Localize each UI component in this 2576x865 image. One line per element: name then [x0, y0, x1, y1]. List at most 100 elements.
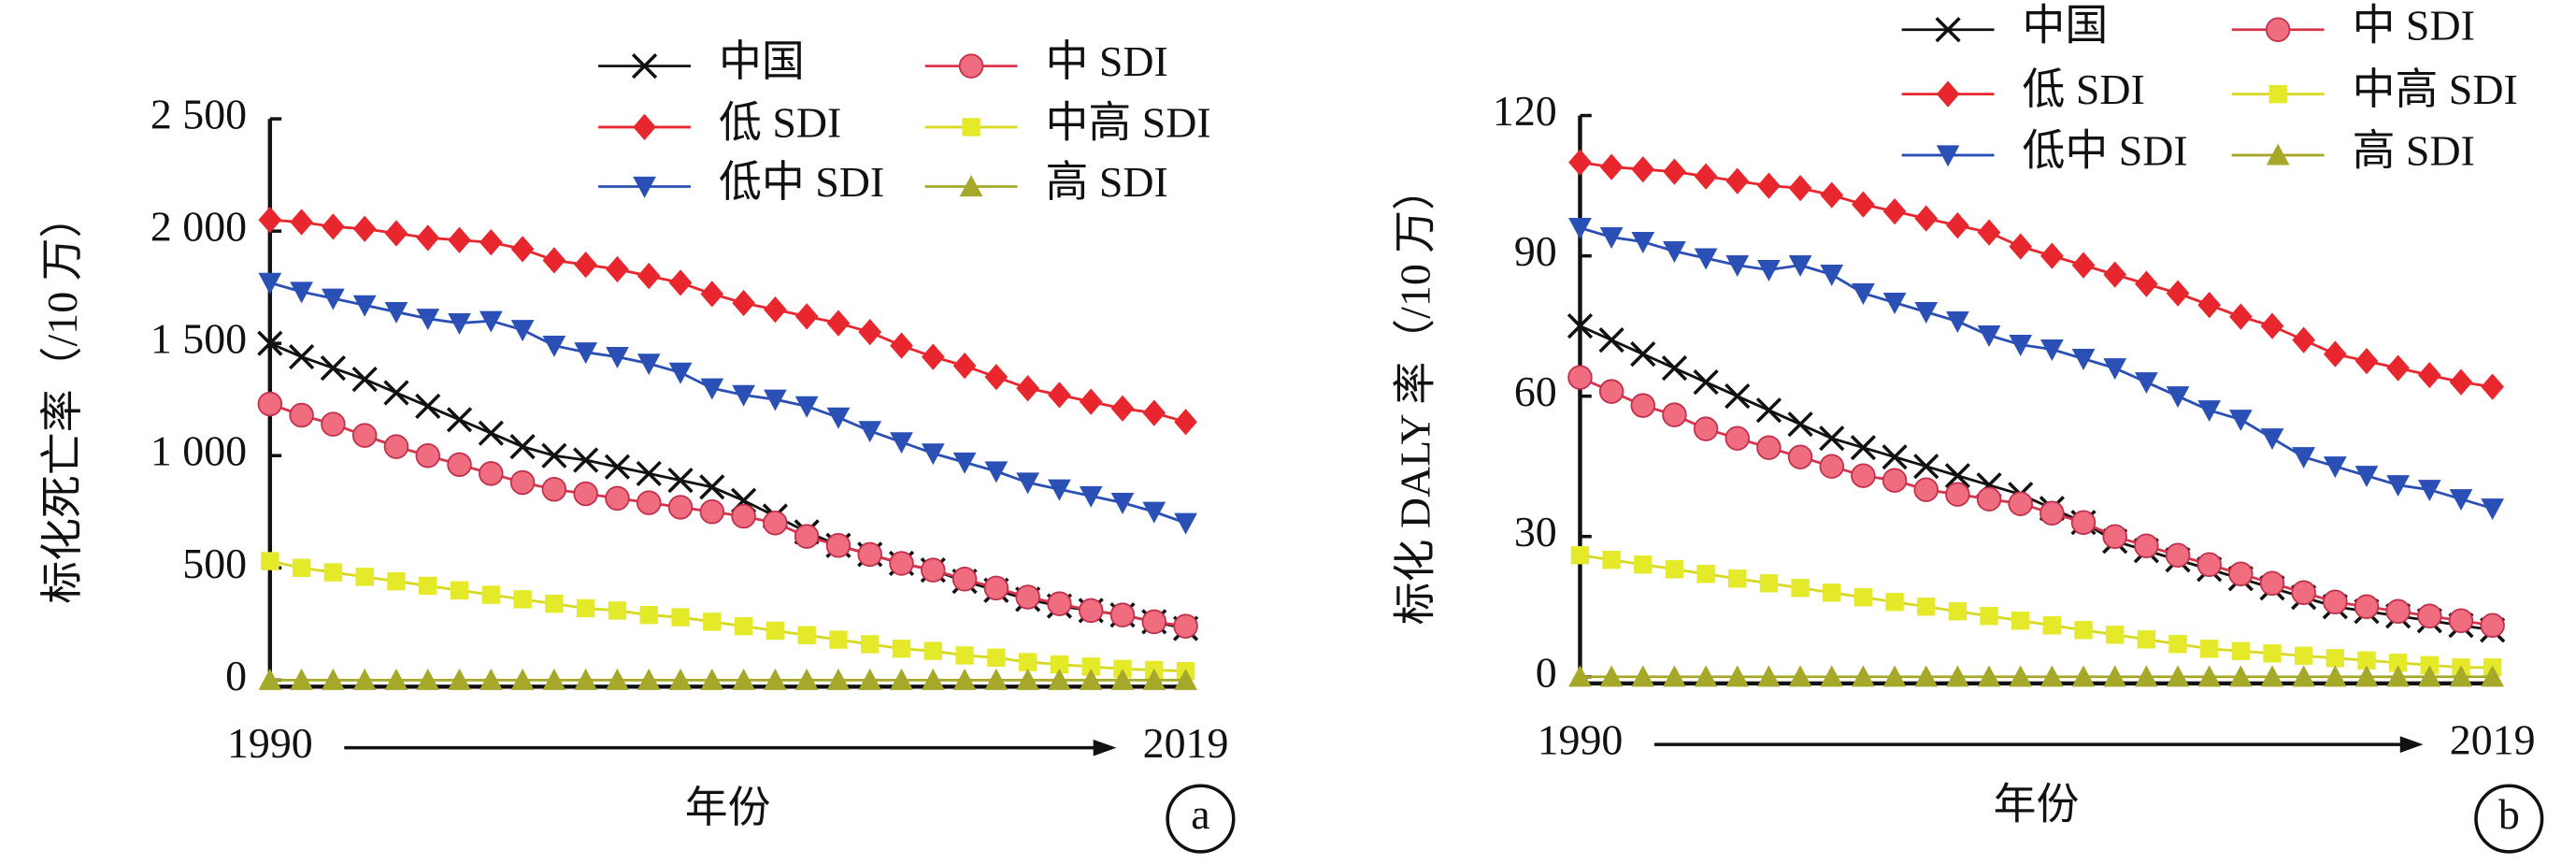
data-point [1787, 411, 1813, 438]
data-point [542, 335, 566, 357]
data-point [1079, 485, 1103, 508]
x-arrow-head [1093, 739, 1117, 757]
data-point [984, 668, 1009, 690]
data-point [794, 668, 819, 690]
data-point [292, 558, 311, 577]
legend-marker [1936, 80, 1960, 108]
legend-label: 中 SDI [1046, 37, 1168, 85]
data-point [1946, 665, 1969, 687]
data-point [668, 362, 693, 384]
x-tick-label: 2019 [2450, 716, 2536, 764]
data-point [323, 563, 343, 582]
data-point [984, 461, 1009, 483]
y-tick-label: 1 500 [150, 315, 247, 363]
data-point [637, 668, 661, 690]
data-point [261, 552, 279, 570]
data-point [2480, 613, 2505, 638]
data-point [2354, 665, 2379, 687]
data-point [1665, 560, 1684, 579]
data-point [955, 646, 974, 665]
data-point [2260, 428, 2284, 451]
data-point [699, 474, 725, 500]
data-point [668, 269, 693, 296]
data-point [1882, 665, 1907, 687]
data-point [921, 343, 945, 370]
data-point [1141, 609, 1167, 635]
data-point [2291, 580, 2316, 605]
data-point [1599, 227, 1624, 249]
data-point [258, 207, 282, 234]
data-point [2040, 665, 2064, 687]
data-point [2168, 635, 2187, 654]
data-point [1946, 311, 1969, 333]
data-point [1630, 393, 1656, 418]
legend-label: 中高 SDI [2353, 65, 2518, 113]
data-point [826, 668, 851, 690]
legend-marker [958, 53, 984, 79]
data-point [1725, 167, 1750, 195]
data-point [289, 402, 314, 428]
data-point [2103, 665, 2127, 687]
legend-label: 中国 [719, 37, 805, 85]
data-point [2009, 335, 2033, 357]
data-point [1914, 302, 1939, 324]
data-point [1568, 149, 1592, 176]
data-point [1661, 355, 1688, 382]
chart-panel: 0 30 60 90 120 1990 2019 年份 标化 DALY 率（/10 万） b 中国低… [1392, 1, 2544, 854]
data-point [1914, 205, 1939, 232]
data-point [921, 668, 945, 690]
data-point [1050, 655, 1069, 674]
data-point [479, 229, 503, 256]
data-point [667, 495, 694, 520]
data-point [2449, 368, 2473, 396]
x-axis-label: 年份 [1994, 781, 2080, 829]
data-point [734, 616, 753, 636]
data-point [1851, 463, 1876, 488]
data-point [542, 668, 566, 690]
data-point [2070, 510, 2097, 535]
data-point [1882, 293, 1907, 314]
data-point [510, 236, 535, 263]
y-tick-label: 2 000 [150, 203, 247, 251]
data-point [2417, 603, 2442, 628]
data-point [1016, 668, 1039, 690]
data-point [1819, 454, 1844, 479]
data-point [952, 567, 978, 592]
data-point [2166, 665, 2190, 687]
data-point [794, 524, 820, 549]
data-point [1788, 174, 1812, 202]
legend-label: 低 SDI [719, 98, 841, 146]
data-point [921, 557, 946, 583]
data-point [1598, 327, 1624, 353]
data-point [387, 571, 406, 591]
legend-marker [633, 113, 656, 141]
data-point [290, 209, 313, 236]
data-point [2354, 594, 2380, 619]
data-point [447, 452, 472, 478]
data-point [2292, 326, 2316, 353]
data-point [1882, 444, 1908, 470]
data-point [2263, 644, 2282, 663]
data-point [2135, 665, 2158, 687]
data-point [1634, 555, 1653, 574]
data-point [479, 310, 503, 333]
data-point [1913, 454, 1939, 480]
data-point [446, 407, 473, 433]
data-point [479, 461, 504, 486]
data-point [450, 581, 469, 599]
data-point [2135, 270, 2158, 297]
data-point [1663, 665, 1686, 687]
data-point [2105, 626, 2125, 644]
data-point [764, 389, 787, 411]
data-point [322, 668, 345, 690]
y-axis-label: 标化 DALY 率（/10 万） [1392, 167, 1439, 625]
data-point [1081, 657, 1100, 676]
legend-label: 中 SDI [2353, 1, 2475, 49]
data-point [608, 601, 627, 620]
data-point [1078, 598, 1104, 624]
data-point [1820, 265, 1844, 286]
data-point [2197, 552, 2222, 577]
annotation: b [2498, 790, 2520, 838]
data-point [2326, 649, 2345, 668]
data-point [2197, 400, 2222, 423]
